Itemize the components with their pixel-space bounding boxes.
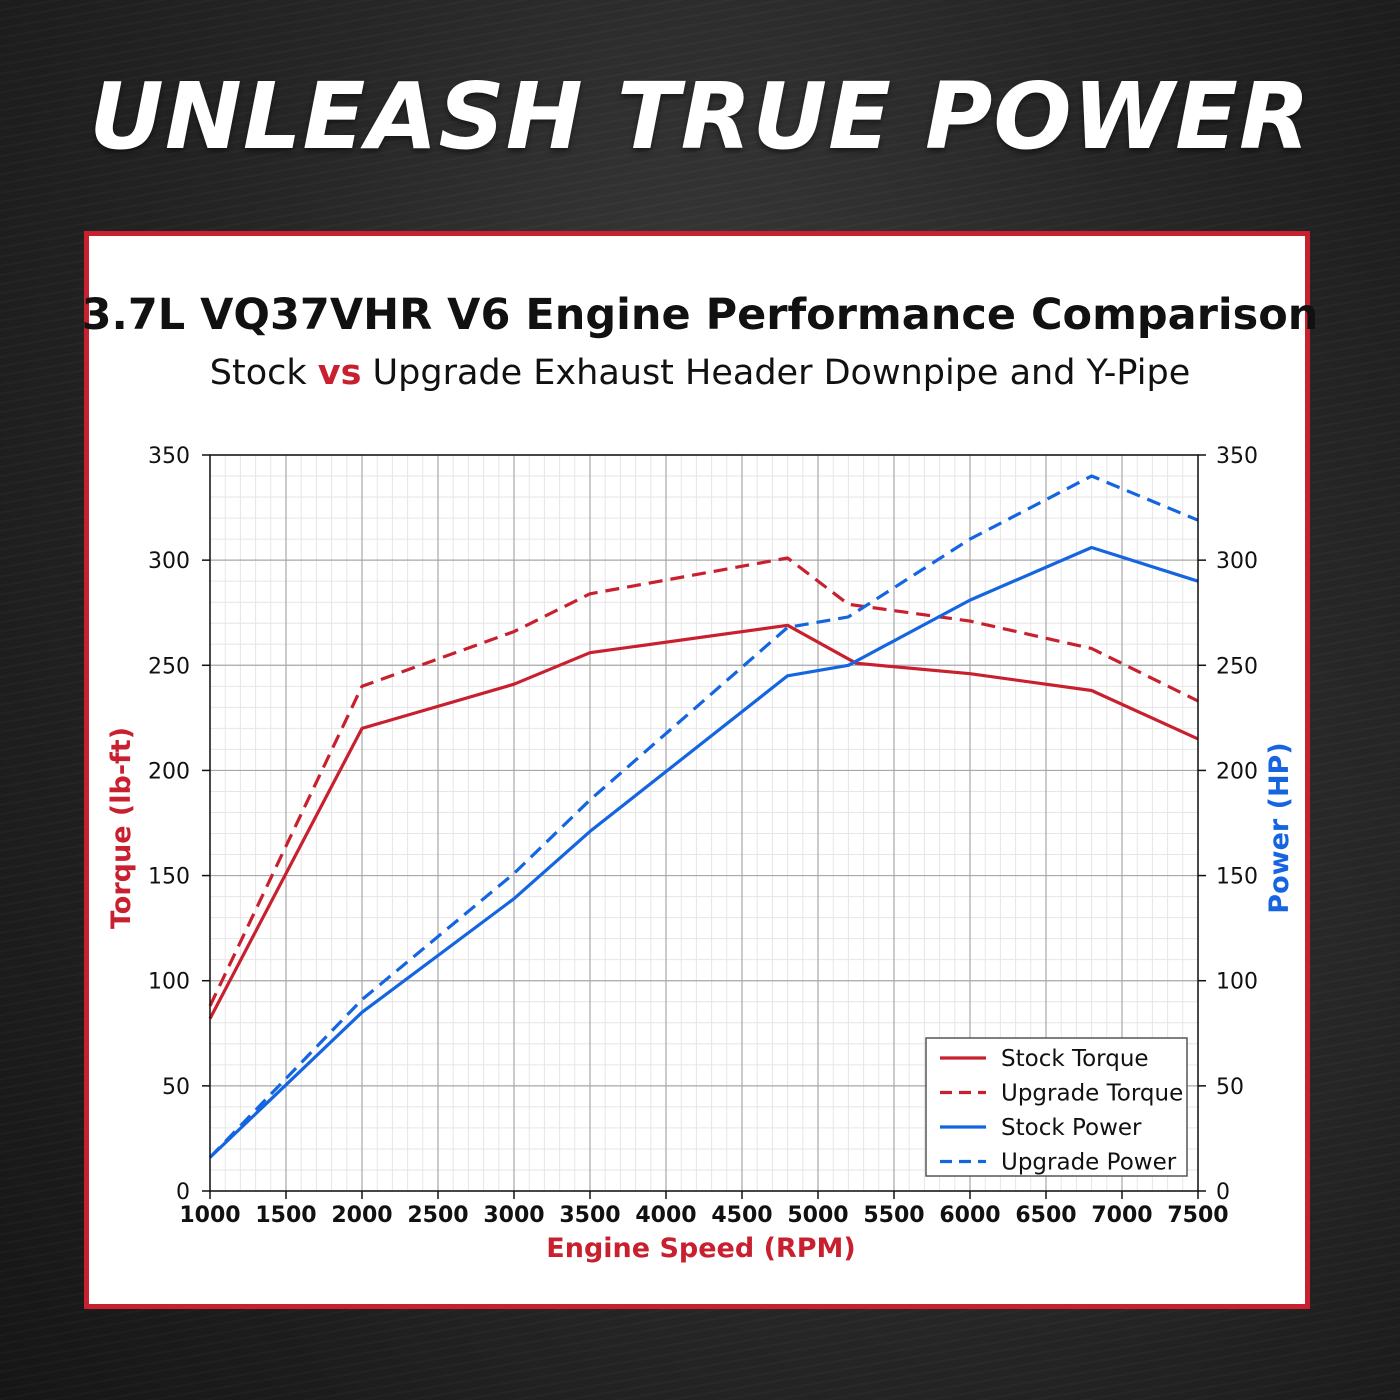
y-left-tick-label: 150 (148, 865, 190, 890)
y-right-tick-label: 200 (1216, 759, 1258, 784)
y-axis-right-label: Power (HP) (1264, 742, 1295, 913)
axis-tick-marks (202, 454, 1206, 1199)
subtitle-stock: Stock (209, 353, 318, 393)
plot-frame (209, 454, 1199, 1192)
series-line-stock-power (208, 545, 1199, 1159)
x-tick-label: 7500 (1167, 1203, 1228, 1228)
tick-labels: 0 0 50 50 100 100 150 150 200 200 250 250 300 300 350 3… (148, 444, 1258, 1228)
y-left-tick-label: 50 (162, 1075, 190, 1100)
legend: Stock Torque Upgrade Torque Stock Power Upg… (925, 1037, 1188, 1177)
y-right-tick-label: 0 (1216, 1180, 1230, 1205)
series-layer (208, 474, 1199, 1159)
chart-subtitle: Stock vs Upgrade Exhaust Header Downpipe… (0, 353, 1400, 393)
headline: UNLEASH TRUE POWER (89, 63, 1311, 170)
x-tick-label: 7000 (1091, 1203, 1152, 1228)
legend-box (925, 1037, 1188, 1177)
legend-entry-label: Upgrade Power (1001, 1150, 1177, 1176)
subtitle-upgrade: Upgrade Exhaust Header Downpipe and Y-Pi… (361, 353, 1191, 393)
series-line-upgrade-torque (208, 556, 1199, 1007)
x-tick-label: 3000 (483, 1203, 544, 1228)
y-right-tick-label: 150 (1216, 865, 1258, 890)
y-right-tick-label: 350 (1216, 444, 1258, 469)
y-left-tick-label: 350 (148, 444, 190, 469)
x-tick-label: 1500 (255, 1203, 316, 1228)
series-line-upgrade-power (208, 474, 1199, 1159)
legend-entry-label: Stock Power (1001, 1115, 1142, 1141)
y-left-tick-label: 100 (148, 970, 190, 995)
x-tick-label: 6500 (1015, 1203, 1076, 1228)
x-tick-label: 2500 (407, 1203, 468, 1228)
x-tick-label: 3500 (559, 1203, 620, 1228)
y-axis-left-label: Torque (lb-ft) (106, 727, 137, 929)
chart-title: 3.7L VQ37VHR V6 Engine Performance Compa… (81, 290, 1319, 340)
y-left-tick-label: 250 (148, 654, 190, 679)
y-right-tick-label: 300 (1216, 549, 1258, 574)
x-axis-label: Engine Speed (RPM) (546, 1233, 855, 1264)
y-right-tick-label: 250 (1216, 654, 1258, 679)
y-right-tick-label: 100 (1216, 970, 1258, 995)
x-tick-label: 5000 (787, 1203, 848, 1228)
y-left-tick-label: 0 (176, 1180, 190, 1205)
x-tick-label: 4500 (711, 1203, 772, 1228)
subtitle-vs: vs (317, 353, 362, 393)
x-tick-label: 6000 (939, 1203, 1000, 1228)
x-tick-label: 1000 (179, 1203, 240, 1228)
series-line-stock-torque (208, 623, 1199, 1020)
y-left-tick-label: 300 (148, 549, 190, 574)
x-tick-label: 4000 (635, 1203, 696, 1228)
legend-entry-label: Upgrade Torque (1001, 1081, 1183, 1107)
y-left-tick-label: 200 (148, 759, 190, 784)
y-right-tick-label: 50 (1216, 1075, 1244, 1100)
legend-entry-label: Stock Torque (1001, 1046, 1149, 1072)
x-tick-label: 5500 (863, 1203, 924, 1228)
x-tick-label: 2000 (331, 1203, 392, 1228)
